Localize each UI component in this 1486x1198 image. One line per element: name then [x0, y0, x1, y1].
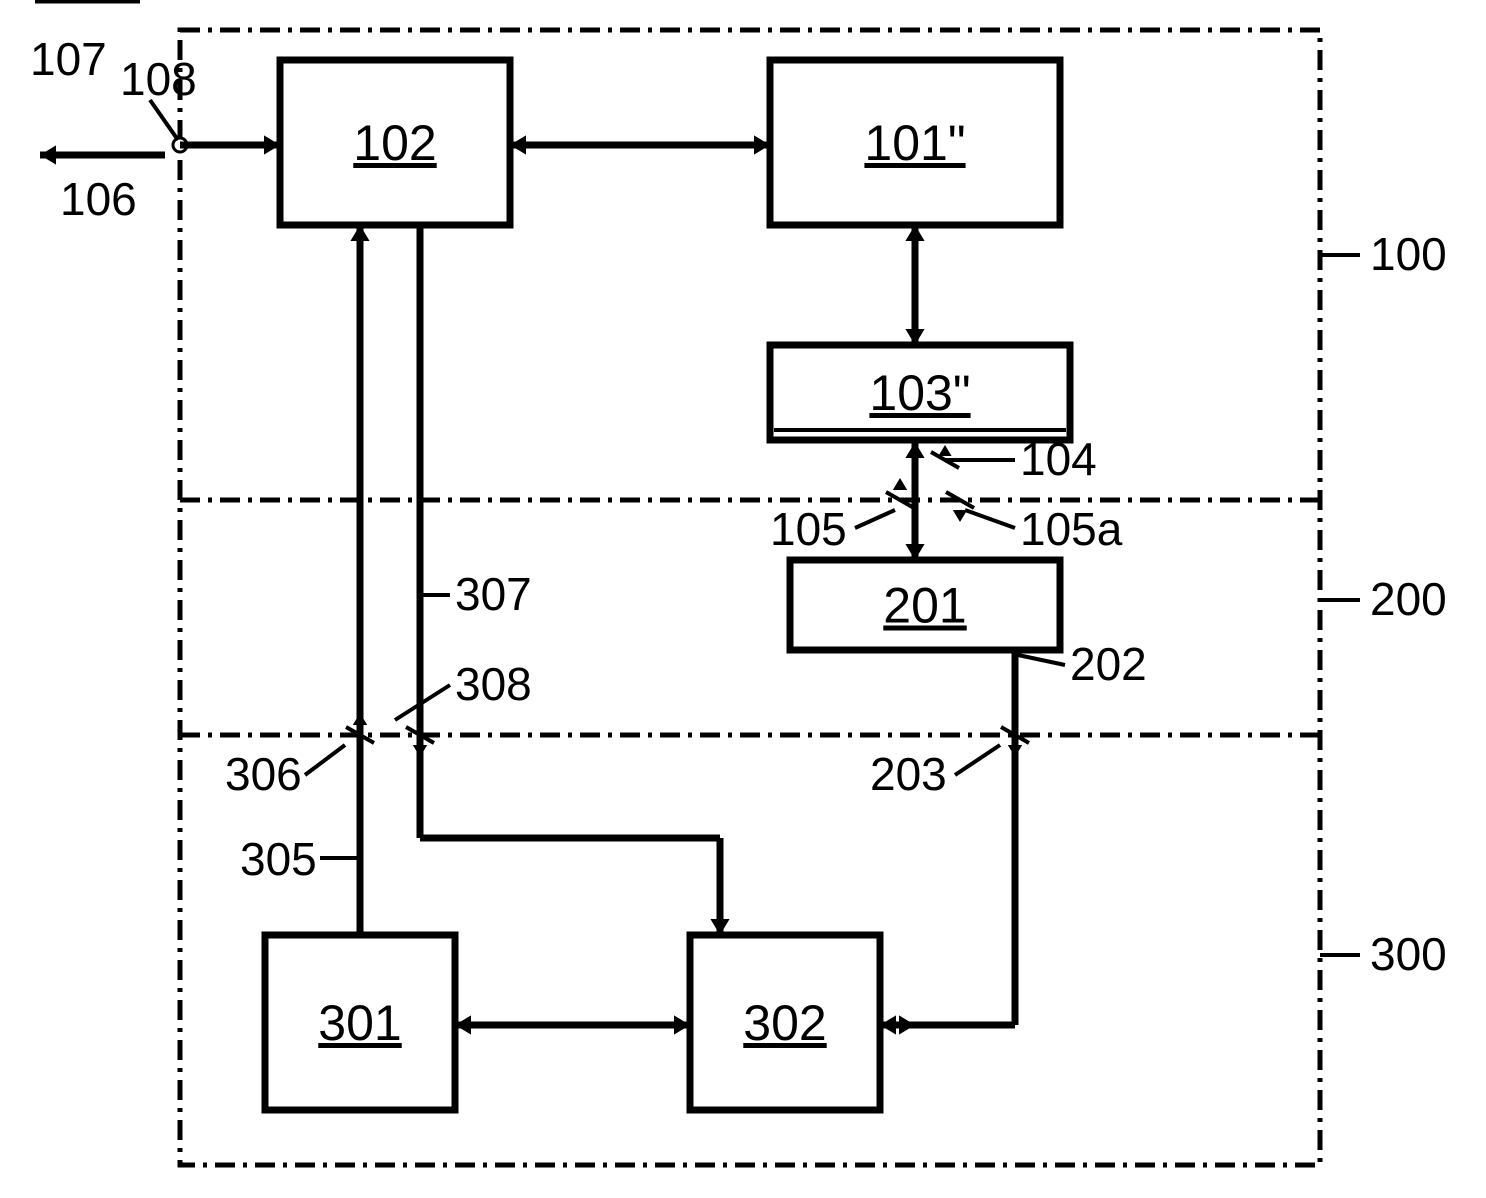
ref-105a: 105a: [1020, 503, 1123, 555]
ref-108: 108: [120, 53, 197, 105]
ref-300: 300: [1370, 928, 1447, 980]
ref-107: 107: [30, 33, 107, 85]
ref-203: 203: [870, 748, 947, 800]
block-label-201: 201: [883, 578, 966, 634]
block-label-302: 302: [743, 995, 826, 1051]
ref-100: 100: [1370, 228, 1447, 280]
block-label-101: 101": [864, 115, 965, 171]
ref-105: 105: [770, 503, 847, 555]
block-label-102: 102: [353, 115, 436, 171]
block-label-103: 103": [869, 365, 970, 421]
ref-305: 305: [240, 833, 317, 885]
ref-307: 307: [455, 568, 532, 620]
ref-104: 104: [1020, 433, 1097, 485]
ref-202: 202: [1070, 638, 1147, 690]
ref-200: 200: [1370, 573, 1447, 625]
ref-106: 106: [60, 173, 137, 225]
ref-308: 308: [455, 658, 532, 710]
block-label-301: 301: [318, 995, 401, 1051]
ref-306: 306: [225, 748, 302, 800]
